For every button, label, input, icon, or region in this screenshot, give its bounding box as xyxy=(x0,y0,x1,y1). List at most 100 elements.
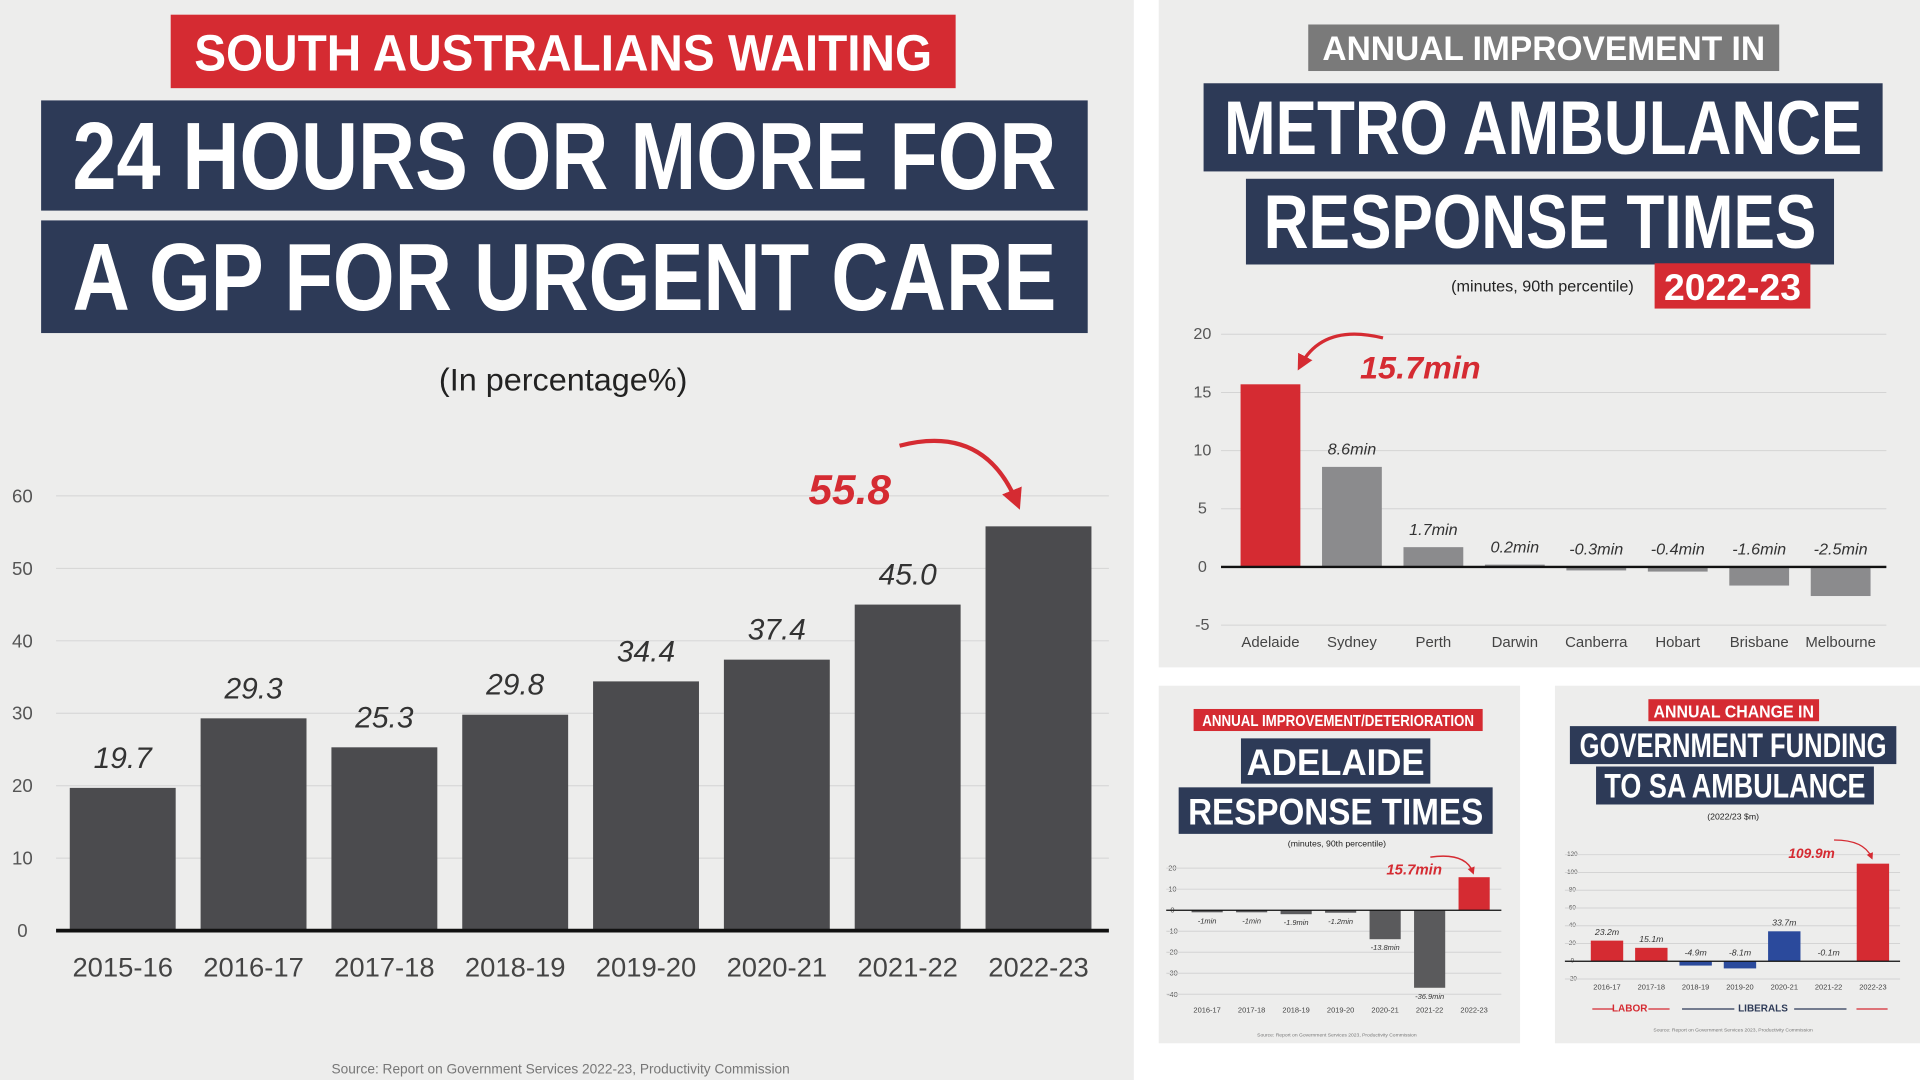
x-tick-label: Adelaide xyxy=(1241,635,1299,651)
bar xyxy=(985,526,1092,931)
value-label: 45.0 xyxy=(879,559,938,592)
bar xyxy=(1458,877,1490,911)
source: Source: Report on Government Services 20… xyxy=(332,1062,790,1077)
value-label: -1.6min xyxy=(1732,541,1786,559)
bar xyxy=(1240,384,1301,567)
x-tick-label: 2017-18 xyxy=(1238,1006,1265,1015)
value-label: 34.4 xyxy=(617,636,675,669)
value-label: -2.5min xyxy=(1814,541,1868,559)
subtitle: (minutes, 90th percentile) xyxy=(1288,839,1386,849)
bar xyxy=(1647,566,1708,572)
title-band xyxy=(41,100,1088,211)
period: 2022-23 xyxy=(1664,266,1801,308)
callout-arrow xyxy=(1297,332,1384,371)
annotation: LIBERALS xyxy=(1738,1004,1788,1015)
value-label: 8.6min xyxy=(1328,441,1377,459)
title-band xyxy=(1203,83,1883,172)
value-label: 29.3 xyxy=(223,673,283,706)
bar xyxy=(1566,566,1627,571)
x-tick-label: 2022-23 xyxy=(1460,1006,1487,1015)
source: Source: Report on Government Services 20… xyxy=(1257,1032,1417,1038)
x-tick-label: 2016-17 xyxy=(1593,982,1620,991)
title-line: RESPONSE TIMES xyxy=(1188,791,1483,833)
y-tick-label: 5 xyxy=(1198,500,1207,518)
value-label: -1.9min xyxy=(1284,918,1309,927)
bar xyxy=(1856,863,1890,962)
y-tick-label: 15 xyxy=(1193,384,1211,402)
bar xyxy=(1236,910,1268,913)
x-tick-label: Darwin xyxy=(1492,635,1539,651)
value-label: -36.9min xyxy=(1415,992,1444,1001)
bar xyxy=(1723,961,1757,969)
value-label: 23.2m xyxy=(1594,927,1619,937)
x-tick-label: Hobart xyxy=(1655,635,1700,651)
bar xyxy=(1635,947,1668,962)
callout-label: 55.8 xyxy=(809,467,892,514)
source: Source: Report on Government Services 20… xyxy=(1653,1028,1813,1034)
bar xyxy=(723,659,830,931)
bar xyxy=(200,718,307,931)
y-tick-label: 10 xyxy=(12,848,33,869)
title-line: ANNUAL IMPROVEMENT IN xyxy=(1322,30,1765,68)
y-tick-label: 20 xyxy=(12,775,33,796)
bar xyxy=(1810,566,1871,597)
value-label: -1min xyxy=(1242,916,1261,925)
x-tick-label: 2022-23 xyxy=(1859,982,1886,991)
title-line: METRO AMBULANCE xyxy=(1224,86,1862,170)
y-tick-label: 0 xyxy=(17,920,27,941)
callout-label: 15.7min xyxy=(1360,350,1481,386)
value-label: 0.2min xyxy=(1491,539,1540,557)
bar xyxy=(1679,961,1712,966)
title-band xyxy=(1245,178,1835,265)
callout-label: 109.9m xyxy=(1788,846,1834,861)
title-line: SOUTH AUSTRALIANS WAITING xyxy=(194,24,932,81)
x-tick-label: 2022-23 xyxy=(988,952,1089,983)
value-label: -0.4min xyxy=(1651,541,1705,559)
bar xyxy=(1414,910,1446,988)
title-line: RESPONSE TIMES xyxy=(1264,181,1817,265)
value-label: -1min xyxy=(1198,916,1217,925)
title-band xyxy=(1240,738,1431,784)
x-tick-label: 2017-18 xyxy=(1638,982,1665,991)
y-tick-label: 50 xyxy=(12,558,33,579)
subtitle: (2022/23 $m) xyxy=(1707,812,1759,822)
x-tick-label: 2018-19 xyxy=(1282,1006,1309,1015)
bar xyxy=(1322,466,1382,567)
title-band xyxy=(41,220,1088,334)
value-label: 19.7 xyxy=(94,742,154,775)
subtitle: (In percentage%) xyxy=(439,362,687,398)
y-tick-label: 0 xyxy=(1198,558,1207,576)
x-tick-label: 2018-19 xyxy=(1682,982,1709,991)
bar xyxy=(69,787,176,931)
value-label: -8.1m xyxy=(1729,948,1751,958)
title-line: 24 HOURS OR MORE FOR xyxy=(73,104,1057,210)
value-label: 29.8 xyxy=(485,669,545,702)
x-tick-label: 2019-20 xyxy=(596,952,697,983)
value-label: 15.1m xyxy=(1639,934,1663,944)
x-tick-label: 2018-19 xyxy=(465,952,566,983)
x-tick-label: 2016-17 xyxy=(1193,1006,1220,1015)
bar xyxy=(1191,910,1223,913)
x-tick-label: 2020-21 xyxy=(1371,1006,1398,1015)
x-tick-label: 2021-22 xyxy=(1416,1006,1443,1015)
x-tick-label: 2016-17 xyxy=(203,952,304,983)
value-label: -4.9m xyxy=(1685,948,1707,958)
bar xyxy=(1590,940,1624,962)
y-tick-label: 30 xyxy=(12,703,33,724)
x-tick-label: 2020-21 xyxy=(727,952,828,983)
y-tick-label: 10 xyxy=(1193,442,1211,460)
x-tick-label: 2019-20 xyxy=(1726,982,1753,991)
subtitle: (minutes, 90th percentile) xyxy=(1451,278,1634,296)
bar xyxy=(854,604,961,931)
bar xyxy=(462,714,569,931)
title-band xyxy=(1596,766,1874,805)
value-label: -13.8min xyxy=(1371,943,1400,952)
x-tick-label: Sydney xyxy=(1327,635,1377,651)
y-tick-label: 20 xyxy=(1193,325,1211,343)
callout-arrow xyxy=(1430,855,1475,875)
title-line: TO SA AMBULANCE xyxy=(1604,768,1865,806)
x-tick-label: 2019-20 xyxy=(1327,1006,1354,1015)
x-tick-label: 2020-21 xyxy=(1771,982,1798,991)
value-label: -0.1m xyxy=(1817,948,1839,958)
title-line: ADELAIDE xyxy=(1247,741,1425,783)
